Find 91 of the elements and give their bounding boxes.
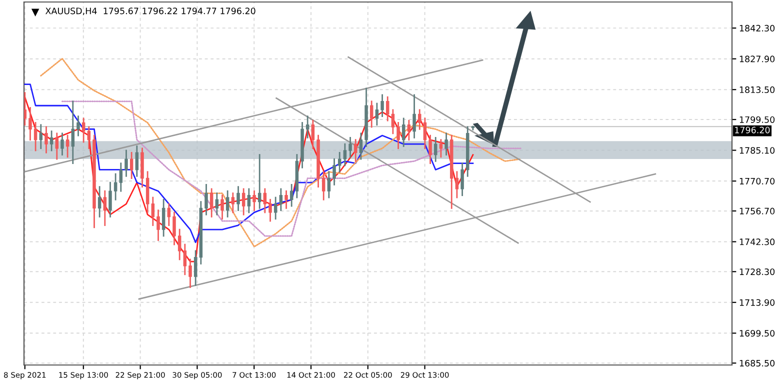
- candlestick: [71, 100, 75, 164]
- text: XAUUSD,H4 1795.67 1796.22 1794.77 1796.20: [46, 8, 256, 16]
- candlestick: [338, 152, 342, 173]
- candlestick: [247, 188, 251, 214]
- line-series: [40, 58, 522, 248]
- candlestick: [34, 122, 38, 152]
- candlestick: [258, 154, 262, 209]
- candlestick: [359, 132, 363, 160]
- line-series: [24, 84, 474, 244]
- candlestick: [391, 109, 395, 134]
- candlestick: [156, 210, 160, 241]
- candlestick: [322, 171, 326, 200]
- candlestick: [263, 188, 267, 214]
- candlestick: [39, 124, 43, 150]
- candlestick: [210, 188, 214, 218]
- candlestick: [87, 126, 91, 150]
- candlestick: [50, 130, 54, 152]
- candlestick: [279, 188, 283, 212]
- candlestick: [455, 171, 459, 198]
- candlestick: [114, 173, 118, 200]
- candlestick: [82, 118, 86, 143]
- candlestick: [311, 120, 315, 150]
- candlestick: [194, 250, 198, 286]
- candlestick: [407, 120, 411, 141]
- candlestick: [412, 94, 416, 138]
- candlestick: [332, 158, 336, 186]
- candlestick: [370, 100, 374, 128]
- candlestick: [119, 162, 123, 192]
- candlestick: [386, 96, 390, 122]
- y-tick-label: 1770.70: [740, 178, 775, 184]
- candlestick: [418, 109, 422, 130]
- candlestick: [188, 258, 192, 288]
- candlestick: [204, 184, 208, 216]
- candlestick: [44, 126, 48, 154]
- candlestick: [24, 92, 27, 126]
- candlestick: [220, 194, 224, 220]
- y-tick-label: 1685.50: [740, 360, 775, 367]
- y-tick-label: 1756.70: [740, 208, 775, 214]
- candlestick: [55, 132, 59, 160]
- y-tick-label: 1699.50: [740, 330, 775, 337]
- y-tick-label: 1742.30: [740, 238, 775, 246]
- candlestick: [284, 190, 288, 209]
- candlestick: [460, 162, 464, 196]
- candlestick: [396, 122, 400, 150]
- candlestick: [380, 94, 384, 117]
- candlestick: [236, 186, 240, 212]
- ref-line-label: 1796.20: [735, 126, 770, 134]
- candlestick: [66, 134, 70, 158]
- candlestick: [439, 139, 443, 158]
- candlestick: [375, 102, 379, 126]
- candlestick: [231, 192, 235, 214]
- candlestick: [306, 116, 310, 138]
- candlestick: [98, 186, 102, 218]
- candlestick: [183, 244, 187, 276]
- candlestick: [348, 136, 352, 158]
- candlestick: [290, 184, 294, 207]
- candlestick: [108, 182, 112, 218]
- candlestick: [103, 190, 107, 226]
- candlestick: [215, 192, 219, 216]
- candlestick: [343, 143, 347, 166]
- candlestick: [162, 198, 166, 237]
- candlestick: [268, 198, 272, 222]
- y-tick-label: 1785.10: [740, 147, 775, 154]
- candlestick: [130, 152, 134, 179]
- candlestick: [151, 196, 155, 226]
- candlestick: [423, 118, 427, 150]
- candlestick: [76, 116, 80, 136]
- candlestick: [354, 139, 358, 162]
- candlestick: [124, 150, 128, 177]
- line-series: [61, 100, 522, 237]
- candlestick: [327, 171, 331, 198]
- candlestick: [226, 190, 230, 218]
- candlestick: [434, 136, 438, 162]
- y-tick-label: 1728.30: [740, 268, 775, 276]
- candlestick: [178, 228, 182, 260]
- candlestick: [274, 196, 278, 220]
- y-tick-label: 1799.50: [740, 116, 775, 123]
- candlestick: [444, 132, 448, 156]
- candlestick: [242, 188, 246, 216]
- y-tick-label: 1827.90: [740, 56, 775, 62]
- y-tick-label: 1842.30: [740, 24, 775, 32]
- candlestick: [402, 118, 406, 147]
- candlestick: [167, 203, 171, 226]
- candlestick: [172, 212, 176, 246]
- y-tick-label: 1713.90: [740, 299, 775, 306]
- candlestick: [28, 107, 32, 141]
- y-tick-label: 1813.50: [740, 86, 775, 94]
- candlestick: [60, 132, 64, 156]
- candlestick: [428, 134, 432, 164]
- candlestick: [252, 190, 256, 212]
- candlestick: [135, 146, 139, 177]
